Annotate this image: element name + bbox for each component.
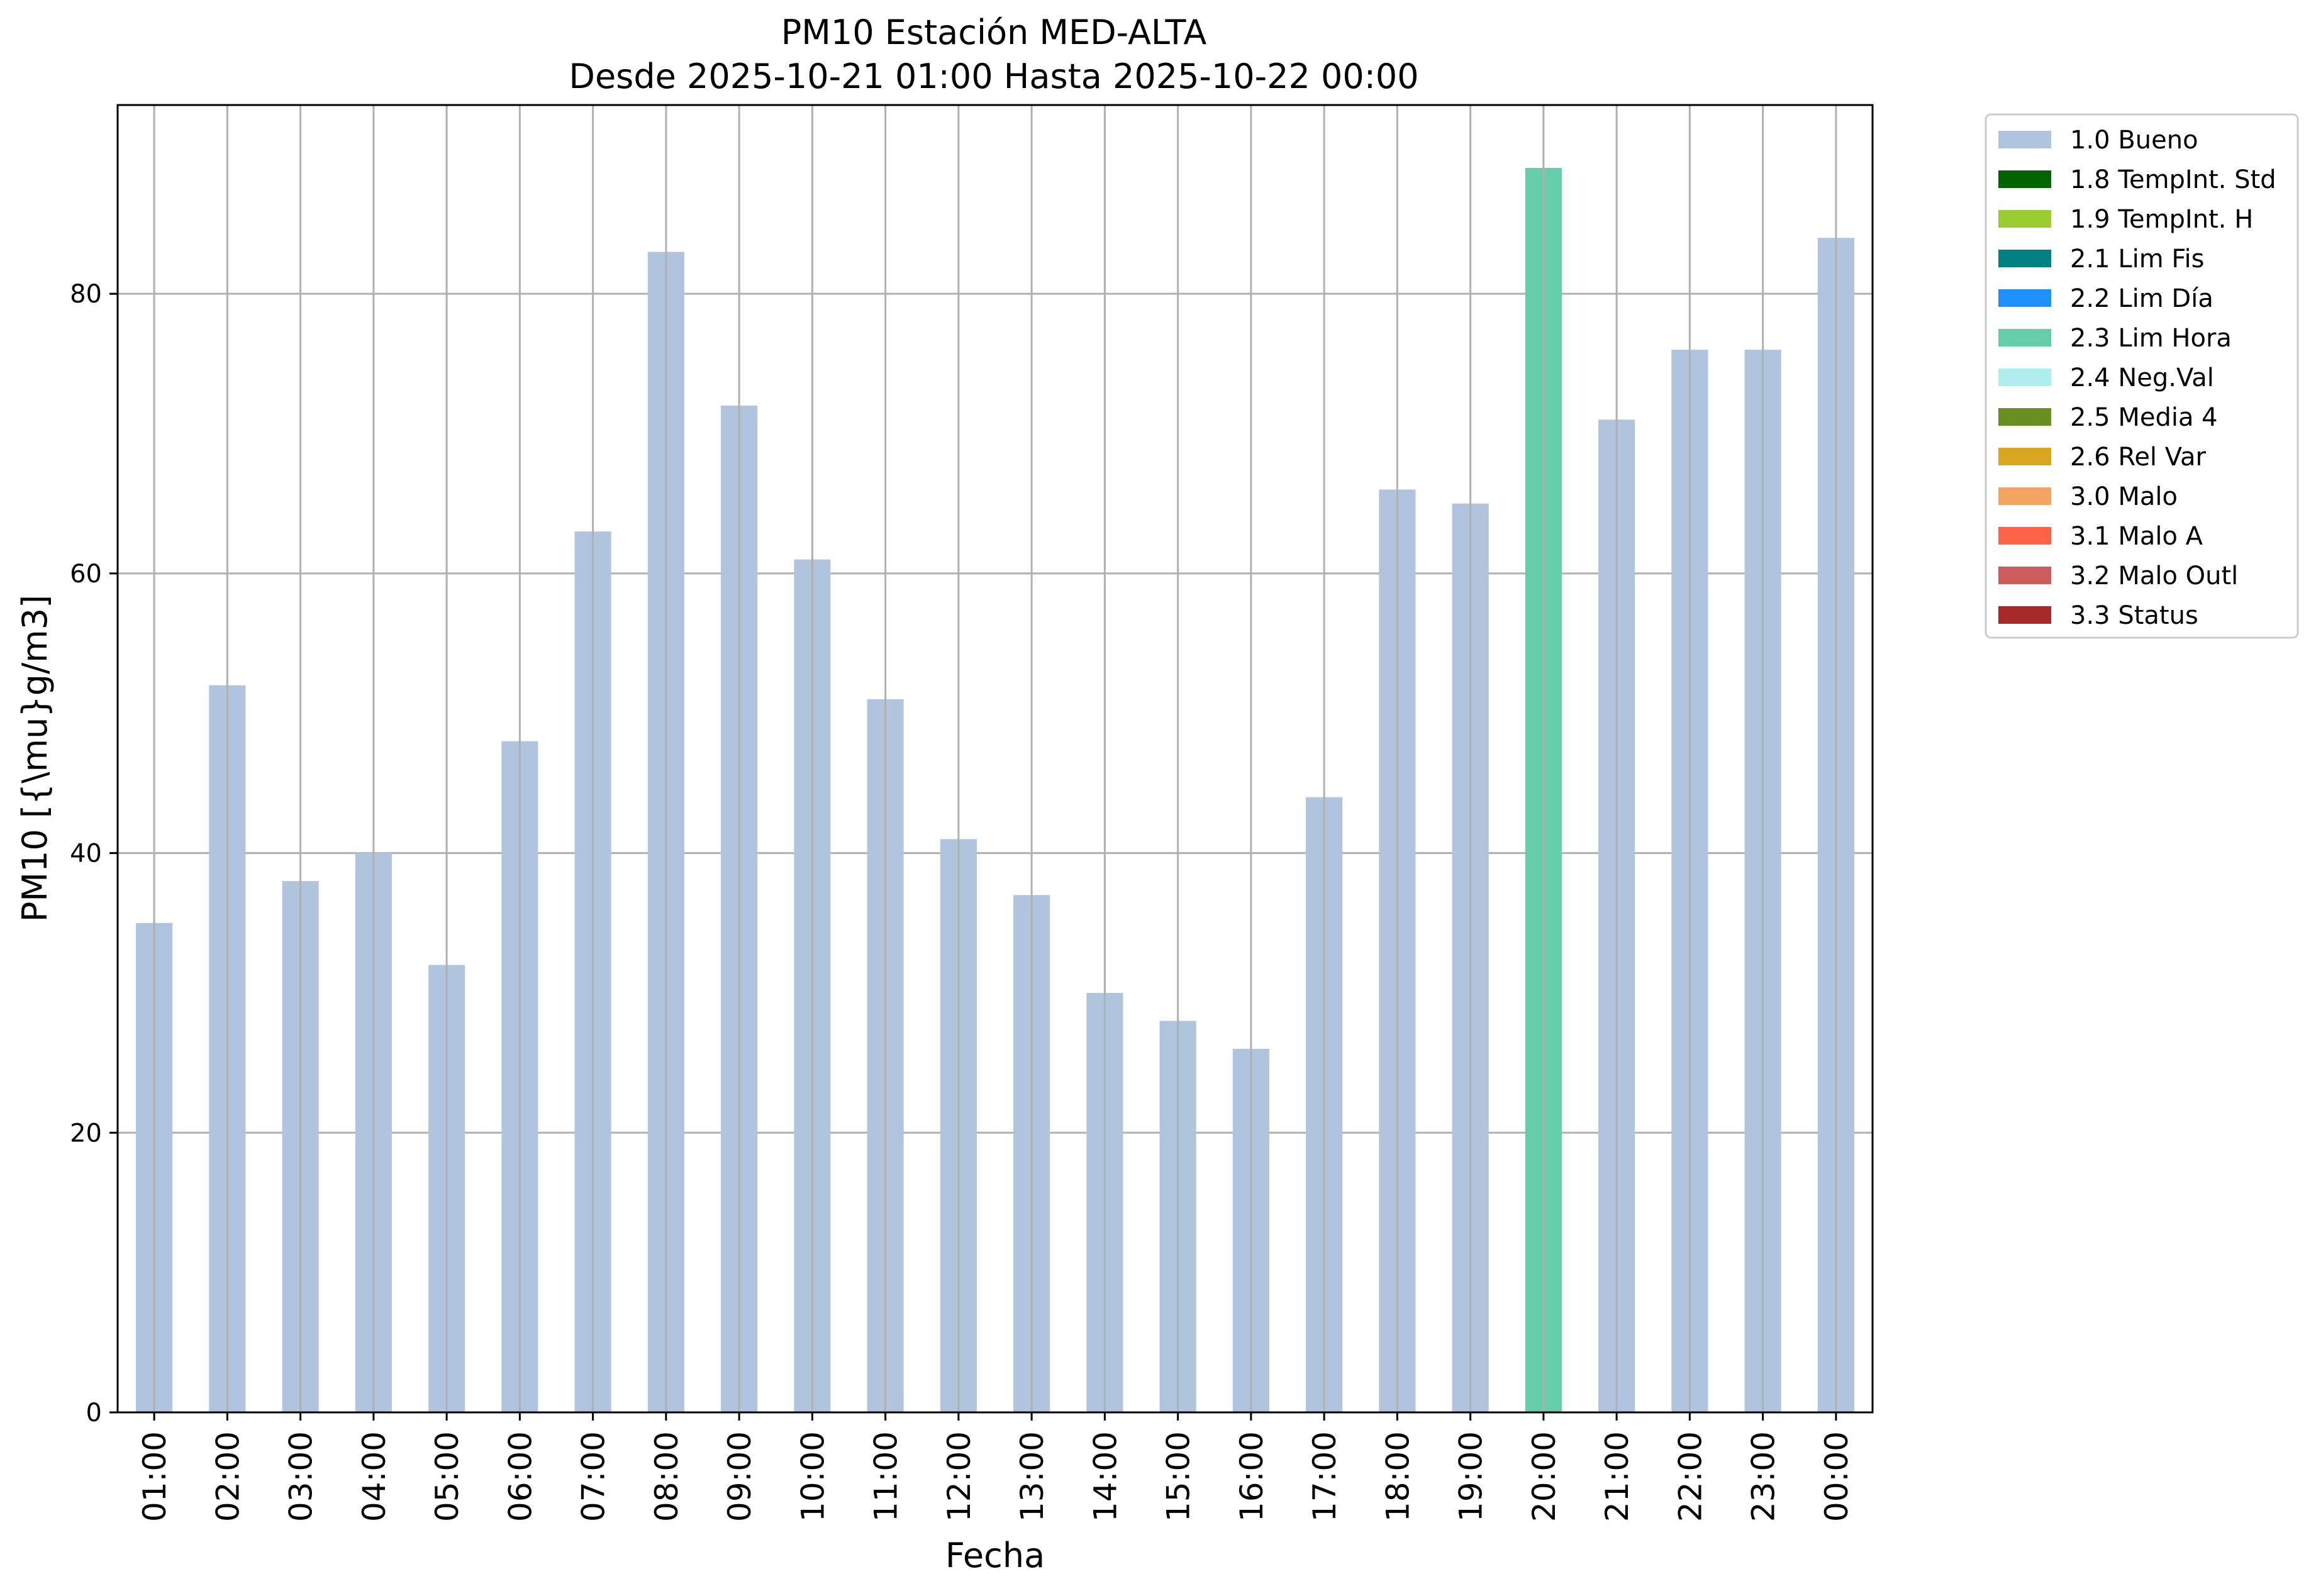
y-tick-label: 20 xyxy=(70,1119,102,1148)
legend-label: 3.3 Status xyxy=(2070,601,2198,630)
legend-items: 1.0 Bueno 1.8 TempInt. Std 1.9 TempInt. H 2… xyxy=(1998,126,2276,630)
x-tick-label: 11:00 xyxy=(868,1431,905,1522)
chart-title: PM10 Estación MED-ALTA xyxy=(781,13,1207,52)
x-tick-label: 00:00 xyxy=(1818,1431,1855,1522)
x-tick-label: 19:00 xyxy=(1453,1431,1489,1522)
legend: 1.0 Bueno 1.8 TempInt. Std 1.9 TempInt. H 2… xyxy=(1985,113,2299,639)
bars xyxy=(136,105,1854,1413)
x-tick-label: 14:00 xyxy=(1087,1431,1123,1522)
legend-swatch xyxy=(1998,369,2051,386)
x-tick-label: 08:00 xyxy=(649,1431,685,1522)
legend-label: 3.2 Malo Outl xyxy=(2070,562,2238,590)
legend-swatch xyxy=(1998,408,2051,426)
y-tick-label: 60 xyxy=(70,560,102,589)
legend-swatch xyxy=(1998,131,2051,148)
legend-swatch xyxy=(1998,448,2051,465)
x-tick-label: 10:00 xyxy=(794,1431,831,1522)
x-tick-label: 17:00 xyxy=(1306,1431,1343,1522)
y-axis-label: PM10 [{\mu}g/m3] xyxy=(15,595,55,922)
x-axis-label: Fecha xyxy=(945,1536,1045,1575)
x-tick-label: 05:00 xyxy=(429,1431,465,1522)
x-tick-label: 12:00 xyxy=(941,1431,977,1522)
legend-box xyxy=(1985,113,2299,639)
x-tick-label: 21:00 xyxy=(1599,1431,1635,1522)
plot-frame xyxy=(116,104,1874,1414)
x-tick-label: 01:00 xyxy=(136,1431,173,1522)
legend-label: 2.5 Media 4 xyxy=(2070,403,2218,432)
legend-label: 2.4 Neg.Val xyxy=(2070,363,2214,392)
legend-label: 1.8 TempInt. Std xyxy=(2070,165,2276,194)
legend-swatch xyxy=(1998,606,2051,624)
x-tick-label: 06:00 xyxy=(502,1431,538,1522)
legend-label: 2.3 Lim Hora xyxy=(2070,324,2232,353)
x-tick-label: 13:00 xyxy=(1014,1431,1050,1522)
legend-label: 1.0 Bueno xyxy=(2070,126,2198,155)
legend-swatch xyxy=(1998,487,2051,505)
legend-label: 1.9 TempInt. H xyxy=(2070,205,2253,234)
legend-label: 2.1 Lim Fis xyxy=(2070,245,2204,274)
legend-label: 2.6 Rel Var xyxy=(2070,443,2207,472)
x-tick-label: 22:00 xyxy=(1672,1431,1708,1522)
y-tick-label: 80 xyxy=(70,280,102,309)
legend-swatch xyxy=(1998,329,2051,346)
x-tick-label: 07:00 xyxy=(576,1431,612,1522)
x-axis-ticks: 01:00 02:00 03:00 04:00 05:00 06:00 07:00 08:00… xyxy=(136,1412,1855,1522)
legend-swatch xyxy=(1998,250,2051,267)
x-tick-label: 16:00 xyxy=(1233,1431,1270,1522)
legend-swatch xyxy=(1998,289,2051,307)
x-tick-label: 15:00 xyxy=(1161,1431,1197,1522)
x-tick-label: 03:00 xyxy=(283,1431,320,1522)
y-axis-ticks: 0 20 40 60 80 xyxy=(70,280,118,1427)
legend-label: 3.0 Malo xyxy=(2070,482,2178,511)
x-tick-label: 20:00 xyxy=(1526,1431,1562,1522)
y-tick-label: 40 xyxy=(70,840,102,868)
legend-label: 2.2 Lim Día xyxy=(2070,284,2213,313)
legend-swatch xyxy=(1998,527,2051,545)
x-tick-label: 09:00 xyxy=(721,1431,758,1522)
x-tick-label: 23:00 xyxy=(1745,1431,1782,1522)
chart-subtitle: Desde 2025-10-21 01:00 Hasta 2025-10-22 … xyxy=(569,57,1418,96)
legend-label: 3.1 Malo A xyxy=(2070,522,2203,551)
legend-swatch xyxy=(1998,210,2051,228)
x-tick-label: 02:00 xyxy=(209,1431,246,1522)
y-tick-label: 0 xyxy=(86,1399,102,1427)
legend-swatch xyxy=(1998,170,2051,188)
legend-swatch xyxy=(1998,567,2051,584)
x-tick-label: 04:00 xyxy=(356,1431,392,1522)
x-tick-label: 18:00 xyxy=(1379,1431,1416,1522)
